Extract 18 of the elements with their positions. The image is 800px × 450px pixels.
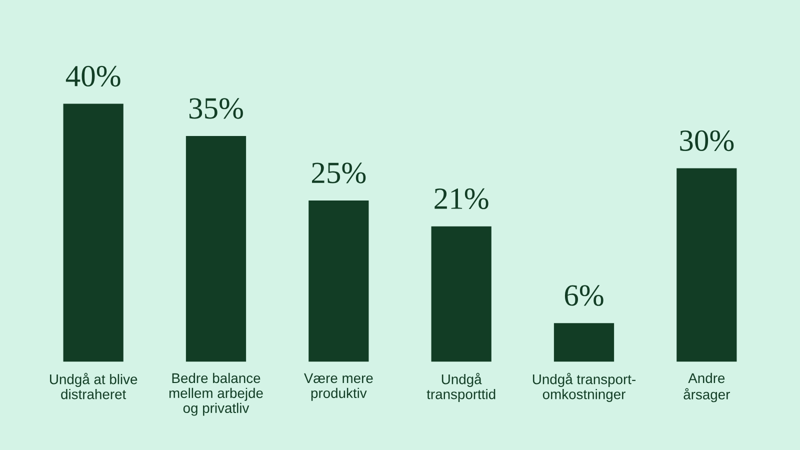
bar (554, 323, 614, 362)
data-label: 6% (564, 285, 604, 306)
x-tick-label: Undgå transport- omkostninger (532, 372, 636, 402)
x-tick-label: Undgå at blive distraheret (50, 372, 138, 400)
data-label: 25% (312, 162, 366, 184)
bar (431, 226, 492, 362)
data-label: 21% (434, 188, 488, 210)
bar (186, 136, 246, 362)
x-tick-label: Bedre balance mellem arbejde og privatliv (169, 372, 263, 416)
x-tick-label: Andre årsager (684, 372, 730, 402)
x-tick-label: Være mere produktiv (304, 373, 373, 401)
data-label: 30% (680, 130, 734, 152)
bar (308, 200, 369, 362)
data-label: 40% (66, 66, 120, 87)
x-tick-label: Undgå transporttid (426, 372, 496, 402)
data-label: 35% (189, 98, 243, 119)
bar (676, 168, 737, 362)
bar (63, 104, 124, 362)
